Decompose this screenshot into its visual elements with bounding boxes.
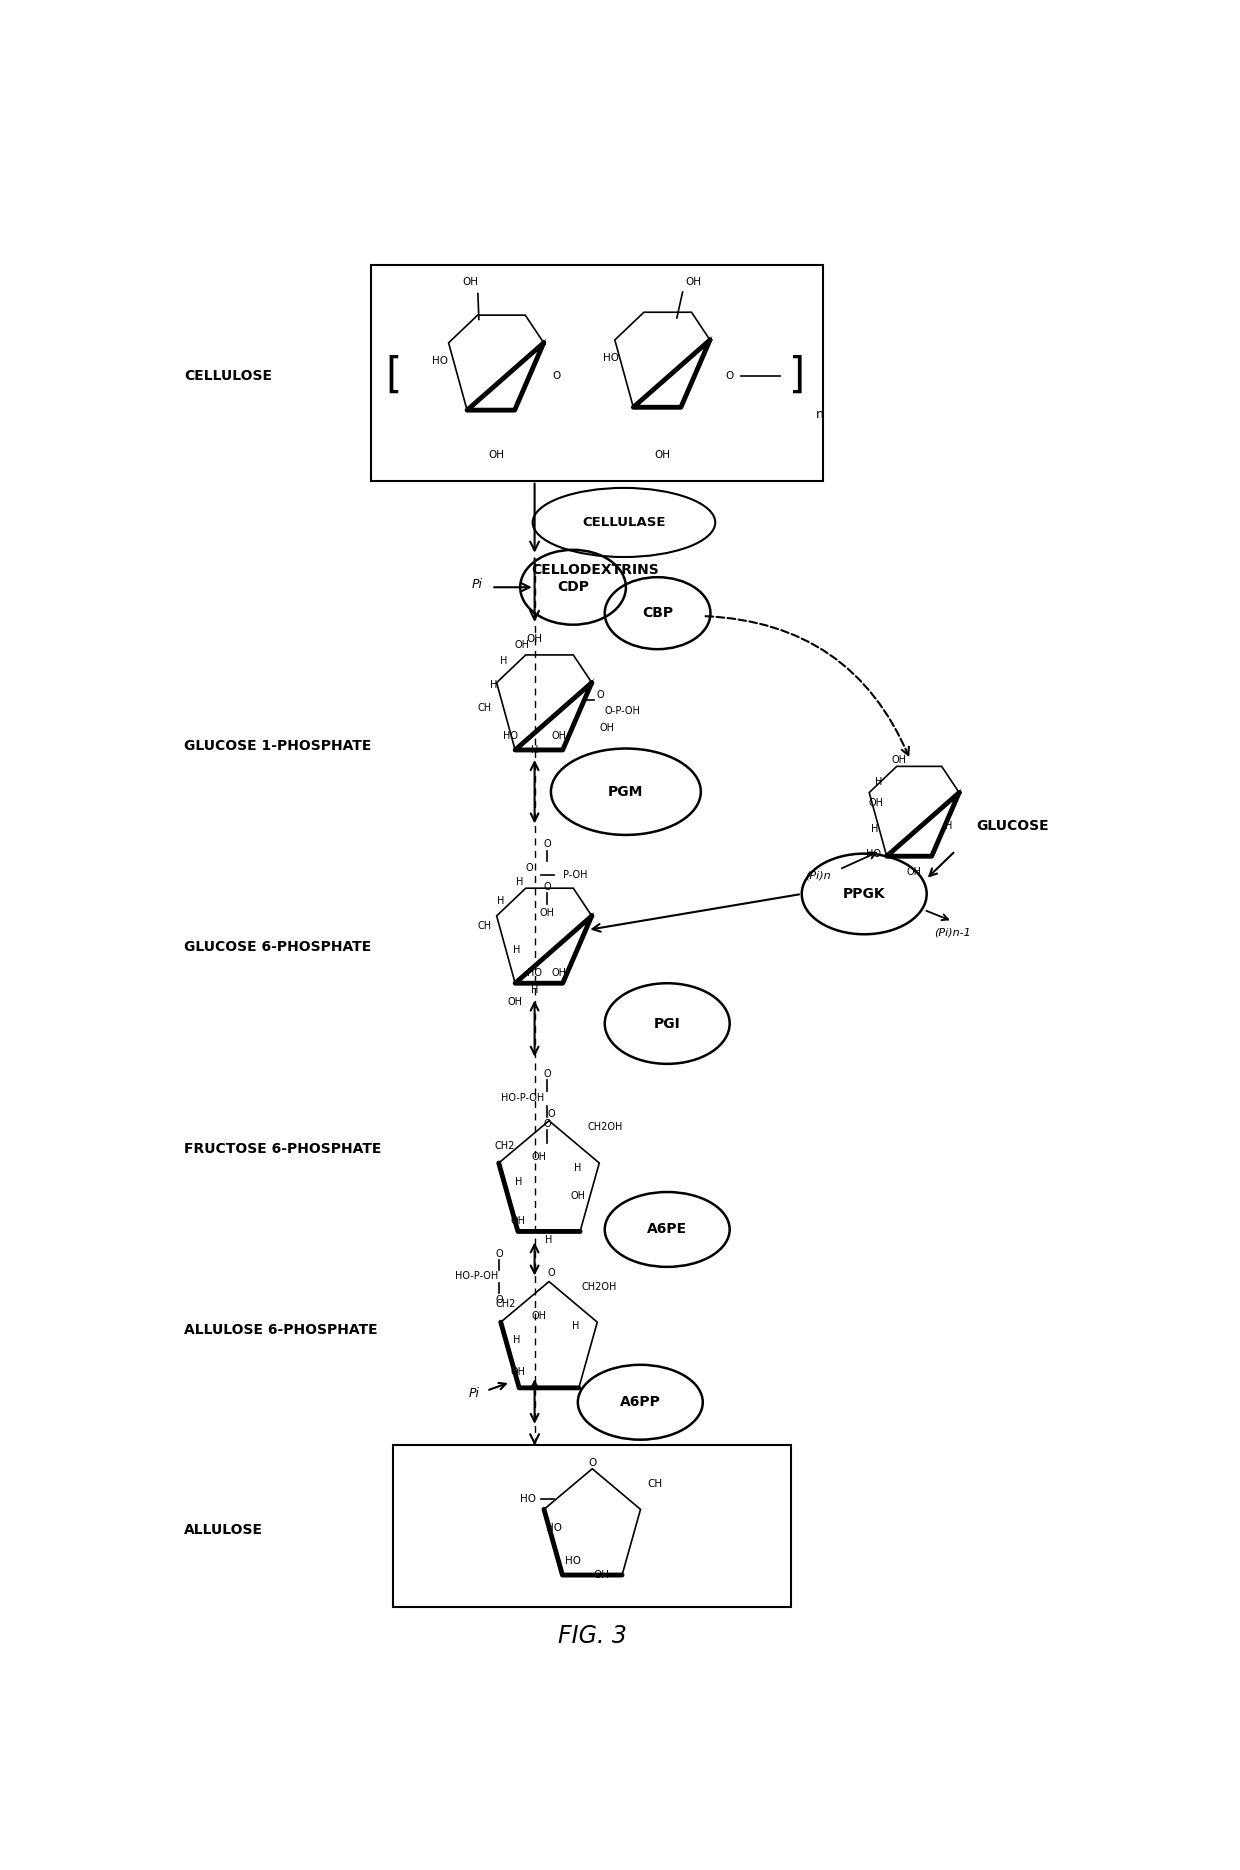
Text: H: H	[497, 896, 505, 907]
Bar	[393, 1446, 791, 1606]
Text: O: O	[543, 1120, 551, 1129]
Text: GLUCOSE 6-PHOSPHATE: GLUCOSE 6-PHOSPHATE	[184, 941, 371, 954]
Text: FRUCTOSE 6-PHOSPHATE: FRUCTOSE 6-PHOSPHATE	[184, 1143, 381, 1156]
Text: O: O	[543, 1070, 551, 1079]
Text: CH: CH	[647, 1479, 662, 1489]
Text: H: H	[490, 681, 497, 690]
Text: H: H	[512, 1335, 520, 1345]
Text: O: O	[553, 370, 560, 381]
Text: H: H	[875, 776, 883, 787]
Text: O: O	[547, 1109, 554, 1120]
Text: HO: HO	[565, 1556, 582, 1565]
Text: [: [	[386, 355, 402, 396]
Text: O: O	[543, 883, 551, 892]
Text: OH: OH	[515, 640, 529, 651]
Text: CDP: CDP	[557, 580, 589, 595]
Text: H: H	[572, 1320, 579, 1331]
Text: OH: OH	[594, 1571, 610, 1580]
Text: CH2OH: CH2OH	[587, 1122, 622, 1131]
Text: PGM: PGM	[608, 785, 644, 798]
Text: GLUCOSE 1-PHOSPHATE: GLUCOSE 1-PHOSPHATE	[184, 739, 371, 752]
Text: H: H	[574, 1163, 582, 1172]
Text: O: O	[543, 838, 551, 849]
Text: HO-P-OH: HO-P-OH	[501, 1094, 544, 1103]
Text: OH: OH	[539, 907, 554, 918]
Text: OH: OH	[508, 997, 523, 1006]
Text: A6PP: A6PP	[620, 1395, 661, 1410]
Text: PPGK: PPGK	[843, 886, 885, 901]
Text: OH: OH	[600, 724, 615, 733]
Text: O: O	[596, 690, 604, 699]
Text: H: H	[531, 744, 538, 755]
Text: OH: OH	[532, 1311, 547, 1320]
Text: CH2: CH2	[496, 1300, 516, 1309]
Text: OH: OH	[686, 277, 701, 286]
Text: (Pi)n-1: (Pi)n-1	[934, 928, 971, 939]
Text: HO: HO	[503, 731, 518, 741]
Polygon shape	[634, 335, 713, 408]
Text: FIG. 3: FIG. 3	[558, 1623, 626, 1647]
Text: P-OH: P-OH	[563, 870, 588, 881]
Polygon shape	[887, 789, 962, 856]
Text: CELLULASE: CELLULASE	[583, 516, 666, 529]
Text: A6PE: A6PE	[647, 1223, 687, 1236]
Text: HO: HO	[520, 1494, 536, 1503]
Text: HO: HO	[866, 849, 880, 858]
Text: O: O	[588, 1459, 596, 1468]
Text: H: H	[513, 944, 521, 956]
Text: CH2OH: CH2OH	[582, 1283, 616, 1292]
Text: GLUCOSE: GLUCOSE	[977, 819, 1049, 834]
Text: OH: OH	[868, 798, 883, 808]
Text: OH: OH	[463, 277, 479, 286]
Text: H: H	[515, 1176, 522, 1187]
Text: O: O	[495, 1296, 503, 1305]
Polygon shape	[515, 679, 595, 750]
Text: O-P-OH: O-P-OH	[605, 707, 641, 716]
Text: PGI: PGI	[653, 1017, 681, 1030]
Text: OH: OH	[551, 969, 567, 978]
Text: H: H	[945, 821, 952, 832]
Text: CELLULOSE: CELLULOSE	[184, 368, 272, 383]
Text: HO: HO	[603, 353, 619, 363]
Text: HO-P-OH: HO-P-OH	[455, 1270, 498, 1281]
Text: CH: CH	[477, 703, 491, 712]
Text: (Pi)n: (Pi)n	[805, 870, 831, 881]
Text: OH: OH	[906, 868, 921, 877]
Text: O: O	[547, 1268, 554, 1277]
Text: n: n	[816, 408, 825, 421]
Text: O: O	[495, 1249, 503, 1259]
Text: OH: OH	[511, 1216, 526, 1227]
Text: ALLULOSE: ALLULOSE	[184, 1524, 263, 1537]
Text: OH: OH	[532, 1152, 547, 1163]
Text: O: O	[725, 370, 734, 381]
Text: H: H	[872, 825, 879, 834]
Polygon shape	[467, 338, 547, 410]
Text: H: H	[500, 656, 507, 666]
Text: OH: OH	[892, 755, 906, 765]
Text: OH: OH	[489, 451, 505, 460]
Text: ALLULOSE 6-PHOSPHATE: ALLULOSE 6-PHOSPHATE	[184, 1324, 377, 1337]
Text: OH: OH	[655, 451, 671, 460]
Text: H: H	[517, 877, 523, 888]
Text: CH2: CH2	[495, 1141, 515, 1150]
Text: OH: OH	[570, 1191, 585, 1201]
Text: OH: OH	[551, 731, 567, 741]
Text: H: H	[546, 1234, 553, 1245]
Text: CH: CH	[477, 920, 491, 931]
Bar	[371, 266, 823, 481]
Text: HO: HO	[527, 969, 542, 978]
Text: OH: OH	[511, 1367, 526, 1376]
Text: Pi: Pi	[471, 578, 482, 591]
Text: HO: HO	[546, 1522, 562, 1533]
Text: ]: ]	[789, 355, 805, 396]
Text: CBP: CBP	[642, 606, 673, 621]
Text: HO: HO	[433, 355, 449, 367]
Text: H: H	[531, 985, 538, 995]
Text: CELLODEXTRINS: CELLODEXTRINS	[531, 563, 658, 578]
Text: Pi: Pi	[469, 1388, 480, 1401]
Polygon shape	[515, 911, 595, 984]
Text: OH: OH	[527, 634, 543, 643]
Text: O: O	[526, 864, 533, 873]
